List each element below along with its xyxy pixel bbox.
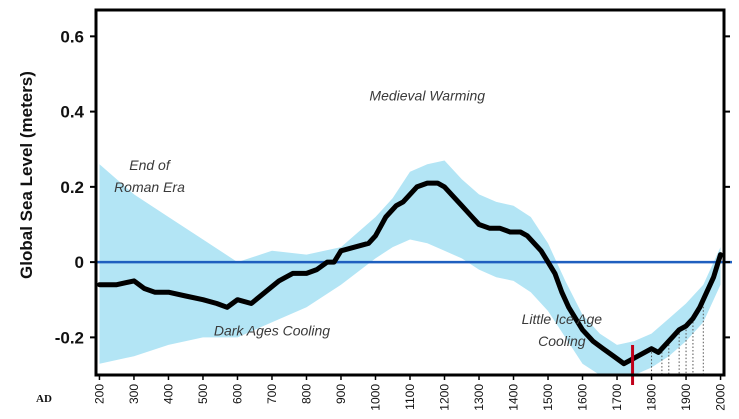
x-tick-label: 1600 [576,384,590,411]
x-tick-label: 600 [230,384,244,404]
annotation-line: Dark Ages Cooling [214,322,330,338]
x-tick-label: 1100 [403,384,417,410]
x-tick-label: 1500 [541,384,555,411]
x-tick-label: 700 [265,384,279,404]
dotted-lines-layer [651,299,704,375]
x-tick-label: 400 [161,384,175,404]
y-tick-label: 0.4 [60,103,84,122]
annotation-line: Medieval Warming [369,87,485,103]
x-tick-label: 200 [92,384,106,404]
y-tick-label: 0 [75,253,84,272]
y-tick-label: 0.2 [60,178,84,197]
x-tick-label: 1700 [610,384,624,411]
annotation-line: Roman Era [114,179,185,195]
x-tick-label: 300 [127,384,141,404]
line-layer [97,180,723,367]
band-layer [99,160,721,375]
sea-level-line [97,180,723,367]
annotation-dark-ages: Dark Ages Cooling [214,322,330,338]
x-tick-label: 800 [299,384,313,404]
x-tick-label: 1000 [368,384,382,411]
x-tick-label: 1800 [645,384,659,411]
y-ticks: 0.6 0.4 0.2 0 -0.2 [55,27,730,347]
annotation-medieval: Medieval Warming [369,87,485,103]
x-axis-prefix: AD [36,393,52,405]
x-tick-label: 900 [334,384,348,404]
annotation-line: Cooling [538,333,586,349]
x-tick-label: 2000 [714,384,728,411]
annotation-little-ice: Little Ice Age Cooling [522,311,603,349]
y-axis-label: Global Sea Level (meters) [17,71,36,279]
annotation-line: Little Ice Age [522,311,603,327]
x-tick-label: 1200 [438,384,452,411]
annotation-line: End of [129,157,172,173]
annotation-roman: End of Roman Era [114,157,185,195]
x-tick-label: 1900 [679,384,693,411]
x-tick-label: 1300 [472,384,486,411]
x-tick-label: 500 [196,384,210,404]
y-tick-label: 0.6 [60,27,84,46]
x-ticks: 200 300 400 500 600 700 800 900 1000 1100 1200 1300… [92,375,728,411]
annotation-layer: Medieval Warming End of Roman Era Dark Ages… [114,87,602,349]
uncertainty-band [99,160,721,375]
y-tick-label: -0.2 [55,328,84,347]
x-tick-label: 1400 [507,384,521,411]
